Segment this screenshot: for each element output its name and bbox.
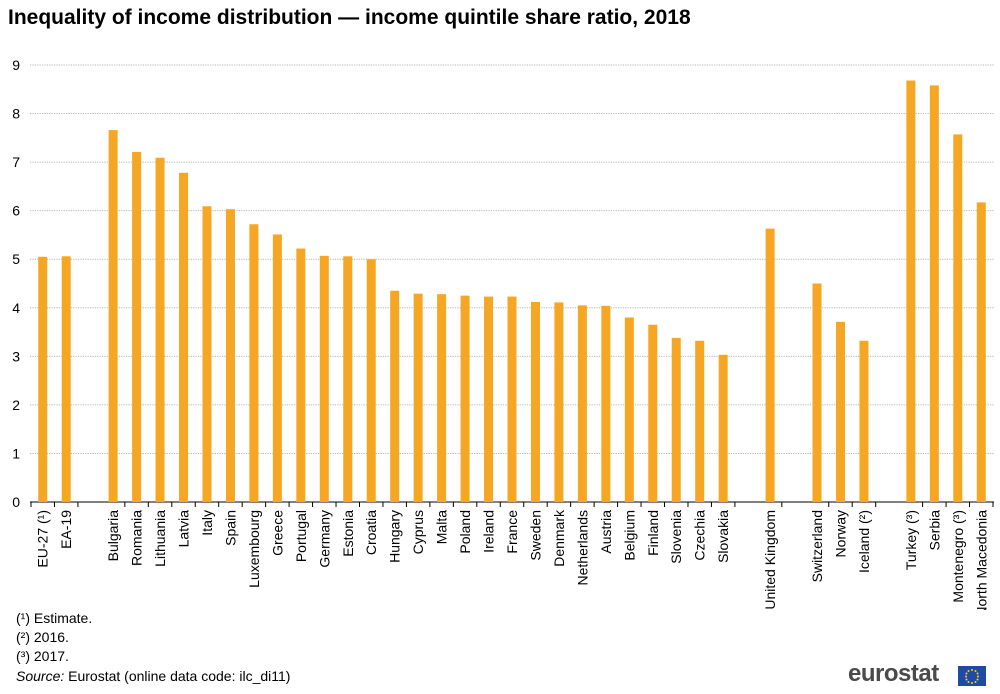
- x-tick-label: Belgium: [621, 510, 637, 561]
- x-tick-label: Romania: [129, 510, 145, 566]
- footnote: (¹) Estimate.: [16, 610, 93, 626]
- x-tick-label: Iceland (²): [856, 510, 872, 573]
- source-label: Source:: [16, 668, 65, 684]
- bar: [390, 290, 400, 502]
- x-axis-ticks: EU-27 (¹) EA-19 Bulgaria Romania Lithuania La…: [30, 502, 994, 610]
- bar: [648, 324, 658, 502]
- bar: [812, 283, 822, 502]
- bar: [601, 305, 611, 502]
- y-tick-label: 6: [12, 203, 20, 219]
- bar: [577, 305, 587, 502]
- x-tick-label: Sweden: [527, 510, 543, 561]
- bar: [132, 151, 142, 503]
- logo-wordmark: eurostat: [848, 660, 939, 687]
- bar: [906, 80, 916, 502]
- footnote: (³) 2017.: [16, 648, 69, 664]
- x-tick-label: Greece: [269, 510, 285, 556]
- bar: [38, 256, 48, 502]
- bars: [38, 80, 986, 503]
- x-tick-label: Turkey (³): [903, 510, 919, 570]
- bar: [319, 255, 329, 502]
- x-tick-label: Cyprus: [410, 510, 426, 554]
- x-tick-label: EA-19: [58, 510, 74, 549]
- y-tick-label: 4: [12, 300, 20, 316]
- bar: [671, 337, 681, 502]
- bar: [929, 85, 939, 502]
- x-tick-label: Denmark: [551, 509, 567, 567]
- bar: [249, 224, 259, 503]
- bar: [225, 209, 235, 502]
- x-tick-label: United Kingdom: [762, 510, 778, 610]
- bar: [507, 296, 517, 502]
- source-text: Eurostat (online data code: ilc_di11): [64, 668, 291, 684]
- x-tick-label: Slovenia: [668, 510, 684, 564]
- y-tick-label: 2: [12, 397, 20, 413]
- x-tick-label: Finland: [645, 510, 661, 556]
- x-tick-label: Hungary: [387, 510, 403, 563]
- x-tick-label: Ireland: [481, 510, 497, 553]
- y-tick-label: 9: [12, 57, 20, 73]
- bar: [859, 340, 869, 502]
- x-tick-label: France: [504, 510, 520, 554]
- y-tick-label: 1: [12, 445, 20, 461]
- chart-title: Inequality of income distribution — inco…: [8, 6, 691, 29]
- y-tick-label: 3: [12, 348, 20, 364]
- bar: [718, 354, 728, 502]
- x-tick-label: Spain: [222, 510, 238, 546]
- x-tick-label: Portugal: [293, 510, 309, 562]
- x-tick-label: Malta: [434, 510, 450, 544]
- x-tick-label: Poland: [457, 510, 473, 554]
- bar: [155, 157, 165, 503]
- source-line: Source: Eurostat (online data code: ilc_…: [16, 668, 290, 684]
- bar: [179, 172, 189, 502]
- x-tick-label: Bulgaria: [105, 510, 121, 562]
- x-tick-label: Norway: [832, 510, 848, 557]
- bar: [554, 302, 564, 502]
- y-tick-label: 8: [12, 106, 20, 122]
- bar: [765, 228, 775, 503]
- bar: [953, 134, 963, 502]
- x-tick-label: Netherlands: [574, 510, 590, 586]
- bar: [108, 130, 118, 502]
- x-tick-label: Slovakia: [715, 510, 731, 563]
- x-tick-label: Latvia: [176, 510, 192, 548]
- bar: [976, 202, 986, 502]
- x-tick-label: Montenegro (³): [950, 510, 966, 603]
- x-tick-label: Croatia: [363, 510, 379, 555]
- x-tick-label: EU-27 (¹): [35, 510, 51, 568]
- bar: [61, 256, 71, 502]
- bar: [413, 293, 423, 502]
- footnotes: (¹) Estimate. (²) 2016. (³) 2017.: [16, 609, 92, 666]
- x-tick-label: Italy: [199, 510, 215, 536]
- bar: [530, 301, 540, 502]
- y-axis-ticks: 0 1 2 3 4 5 6 7 8 9: [12, 57, 20, 510]
- bar: [695, 340, 705, 502]
- bar: [484, 296, 494, 502]
- bar: [366, 259, 376, 502]
- x-tick-label: Switzerland: [809, 510, 825, 582]
- x-tick-label: North Macedonia: [973, 510, 989, 610]
- footnote: (²) 2016.: [16, 629, 69, 645]
- bar: [835, 321, 845, 502]
- eu-flag-icon: [958, 666, 986, 686]
- bar: [272, 234, 282, 502]
- x-tick-label: Estonia: [340, 510, 356, 557]
- x-tick-label: Lithuania: [152, 510, 168, 567]
- x-tick-label: Germany: [316, 510, 332, 568]
- y-tick-label: 0: [12, 494, 20, 510]
- x-tick-label: Czechia: [692, 510, 708, 561]
- bar: [296, 248, 306, 502]
- bar: [624, 317, 634, 502]
- bar: [460, 295, 470, 502]
- bar: [343, 256, 353, 502]
- x-tick-label: Serbia: [926, 510, 942, 551]
- y-tick-label: 5: [12, 251, 20, 267]
- bar: [437, 294, 447, 502]
- bar-chart: 0 1 2 3 4 5 6 7 8 9 EU-27 (¹) EA-19 Bulgaria Romania…: [12, 57, 994, 610]
- x-tick-label: Luxembourg: [246, 510, 262, 588]
- bar: [202, 206, 212, 502]
- y-tick-label: 7: [12, 154, 20, 170]
- x-tick-label: Austria: [598, 510, 614, 554]
